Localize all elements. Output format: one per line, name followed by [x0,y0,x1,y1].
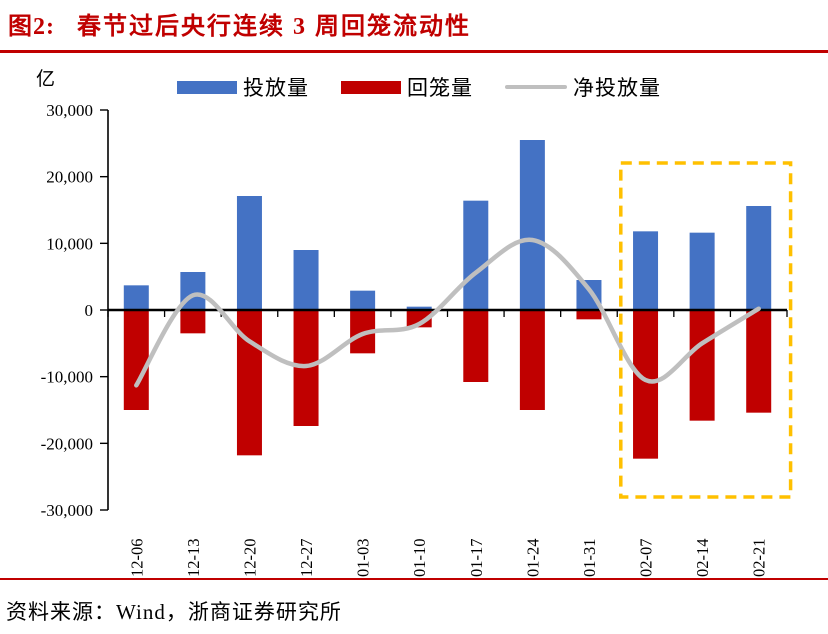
legend-swatch-net-line-icon [505,85,567,89]
y-axis-unit-label: 亿 [36,69,56,90]
bar-投放量-01-10 [406,306,432,310]
bar-回笼量-01-31 [576,310,602,320]
legend-label-injection: 投放量 [243,76,309,100]
legend-label-withdrawal: 回笼量 [407,76,473,100]
x-tick-label-01-03: 01-03 [354,539,373,578]
bar-回笼量-02-21 [746,310,772,413]
x-tick-label-12-06: 12-06 [127,539,146,578]
x-tick-label-01-24: 01-24 [523,539,542,578]
y-tick-label: 30,000 [46,101,93,120]
x-tick-label-12-20: 12-20 [240,539,259,578]
bar-回笼量-02-07 [633,310,659,459]
legend-item-withdrawal: 回笼量 [341,72,473,102]
bar-投放量-02-07 [633,231,659,310]
figure-title: 图2: 春节过后央行连续 3 周回笼流动性 [8,10,471,44]
bar-回笼量-01-24 [519,310,545,410]
bar-回笼量-01-17 [463,310,489,382]
figure-title-text: 春节过后央行连续 3 周回笼流动性 [77,14,471,40]
x-tick-label-01-10: 01-10 [410,539,429,578]
x-tick-label-02-21: 02-21 [750,539,769,578]
bars-group [123,140,772,459]
x-tick-label-12-13: 12-13 [184,539,203,578]
bar-投放量-12-20 [236,196,262,310]
bar-回笼量-12-06 [123,310,149,410]
bar-投放量-01-03 [350,290,376,310]
legend-swatch-injection-icon [177,80,237,94]
y-tick-label: 10,000 [46,234,93,253]
legend-label-net: 净投放量 [573,76,661,100]
y-tick-label: -30,000 [41,501,93,520]
footer-divider [0,578,828,580]
bar-投放量-12-06 [123,285,149,310]
title-divider [0,50,828,53]
bar-回笼量-02-14 [689,310,715,421]
bar-回笼量-01-10 [406,310,432,328]
x-tick-label-02-07: 02-07 [637,539,656,578]
bar-投放量-02-21 [746,206,772,310]
y-tick-label: 20,000 [46,168,93,187]
legend-item-net: 净投放量 [505,72,661,102]
x-tick-label-02-14: 02-14 [693,539,712,578]
chart-legend: 投放量 回笼量 净投放量 [177,72,661,102]
legend-swatch-withdrawal-icon [341,80,401,94]
axes-group: 30,000 20,000 10,000 0 -10,000 -20,000 -30,000… [41,101,788,578]
bar-回笼量-12-13 [180,310,206,334]
x-tick-label-12-27: 12-27 [297,539,316,578]
source-note: 资料来源：Wind，浙商证券研究所 [6,600,342,624]
x-tick-label-01-31: 01-31 [580,539,599,578]
bar-投放量-01-17 [463,200,489,310]
figure-number-label: 图2: [8,14,55,40]
bar-投放量-01-24 [519,140,545,310]
bar-投放量-12-27 [293,250,319,310]
x-tick-label-01-17: 01-17 [467,539,486,578]
y-tick-label: 0 [85,301,94,320]
net-injection-line [134,237,761,388]
legend-item-injection: 投放量 [177,72,309,102]
y-tick-label: -10,000 [41,368,93,387]
bar-投放量-02-14 [689,232,715,310]
y-tick-label: -20,000 [41,434,93,453]
